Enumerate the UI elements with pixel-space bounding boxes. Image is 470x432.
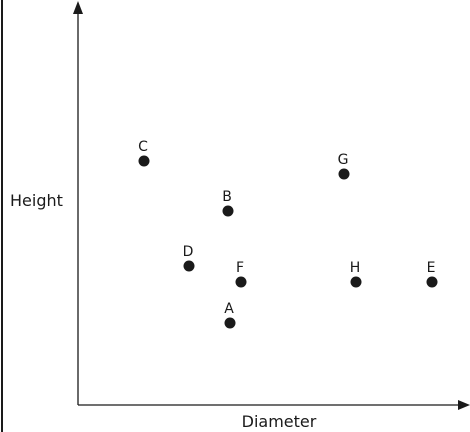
point-label-f: F	[236, 260, 244, 276]
point-label-c: C	[138, 139, 148, 155]
point-c	[138, 155, 150, 167]
point-label-h: H	[350, 260, 361, 276]
x-axis-arrow	[458, 400, 470, 410]
point-label-e: E	[427, 260, 436, 276]
point-g	[338, 168, 350, 180]
point-label-b: B	[222, 189, 232, 205]
point-b	[222, 205, 234, 217]
y-axis-title: Height	[10, 191, 63, 210]
point-h	[350, 276, 362, 288]
point-a	[224, 317, 236, 329]
x-axis-title: Diameter	[242, 412, 317, 431]
point-e	[426, 276, 438, 288]
point-d	[183, 260, 195, 272]
point-label-a: A	[224, 301, 234, 317]
point-label-d: D	[183, 244, 194, 260]
point-label-g: G	[338, 152, 349, 168]
data-points: ABCDEFGHIJ	[138, 139, 438, 329]
y-axis-arrow	[73, 1, 83, 14]
point-f	[235, 276, 247, 288]
